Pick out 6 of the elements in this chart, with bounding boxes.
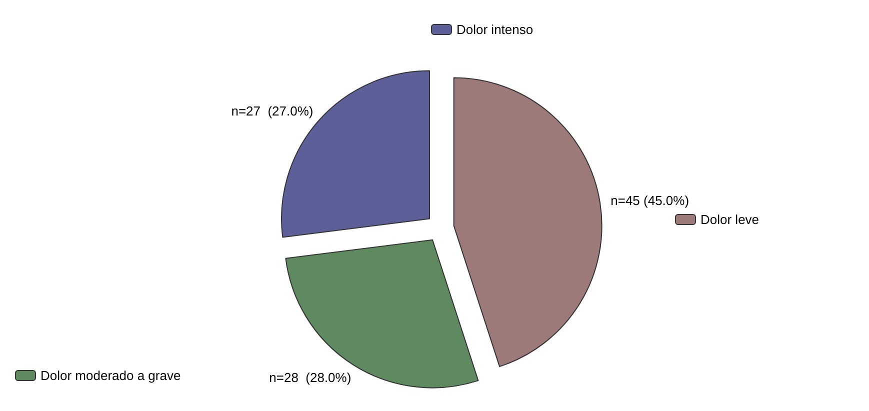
data-label: n=27 (27.0%) [231,103,314,118]
legend-label: Dolor intenso [456,22,534,37]
legend-label: Dolor leve [700,212,760,227]
legend-label: Dolor moderado a grave [40,368,181,383]
data-label: n=45 (45.0%) [610,192,690,208]
data-label: n=28 (28.0%) [269,370,352,385]
